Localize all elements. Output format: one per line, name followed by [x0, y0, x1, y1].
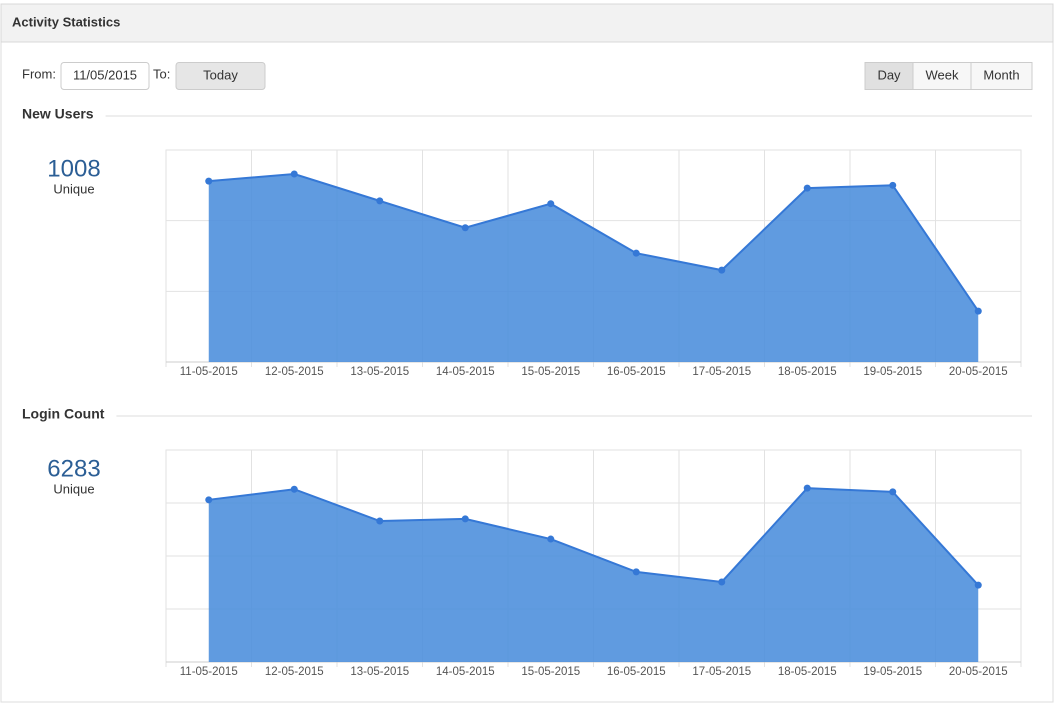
period-label[interactable]: Month — [983, 67, 1019, 82]
panel-header — [0, 3, 1054, 43]
x-tick-label: 12-05-2015 — [265, 666, 324, 678]
line — [208, 487, 979, 586]
area — [208, 174, 979, 362]
point — [205, 177, 213, 185]
point — [718, 266, 726, 274]
section-title: New Users — [22, 106, 94, 122]
point — [290, 170, 298, 178]
point — [889, 181, 897, 189]
point — [376, 517, 384, 525]
today-button[interactable] — [175, 62, 266, 90]
section-title: Login Count — [22, 406, 105, 422]
point — [290, 485, 298, 493]
period-label[interactable]: Week — [926, 67, 959, 82]
total-label: Unique — [53, 181, 94, 196]
x-tick-label: 13-05-2015 — [350, 366, 409, 378]
x-tick-label: 11-05-2015 — [180, 366, 238, 378]
from-date[interactable]: 11/05/2015 — [73, 67, 137, 82]
point — [632, 568, 640, 576]
x-tick-label: 17-05-2015 — [692, 366, 751, 378]
x-tick-label: 16-05-2015 — [607, 666, 666, 678]
point — [974, 581, 982, 589]
x-tick-label: 16-05-2015 — [607, 366, 666, 378]
point — [889, 488, 897, 496]
x-tick-label: 18-05-2015 — [778, 366, 837, 378]
point — [205, 496, 213, 504]
point — [974, 307, 982, 315]
line — [208, 173, 980, 312]
total-value: 1008 — [47, 155, 100, 182]
x-tick-label: 14-05-2015 — [436, 666, 495, 678]
x-tick-label: 15-05-2015 — [521, 666, 580, 678]
x-tick-label: 20-05-2015 — [949, 366, 1008, 378]
x-tick-label: 19-05-2015 — [863, 666, 922, 678]
panel-title: Activity Statistics — [12, 14, 120, 29]
point — [632, 249, 640, 257]
x-tick-label: 13-05-2015 — [350, 666, 409, 678]
point — [376, 197, 384, 205]
total-label: Unique — [53, 481, 94, 496]
from-date-input[interactable] — [60, 62, 150, 90]
point — [461, 515, 469, 523]
point — [803, 484, 811, 492]
from-label: From: — [22, 66, 56, 81]
x-tick-label: 19-05-2015 — [863, 366, 922, 378]
x-tick-label: 18-05-2015 — [778, 666, 837, 678]
x-tick-label: 14-05-2015 — [436, 366, 495, 378]
x-tick-label: 12-05-2015 — [265, 366, 324, 378]
point — [803, 184, 811, 192]
x-tick-label: 17-05-2015 — [692, 666, 751, 678]
area — [208, 488, 979, 662]
x-tick-label: 15-05-2015 — [521, 366, 580, 378]
point — [547, 200, 555, 208]
x-tick-label: 20-05-2015 — [949, 666, 1008, 678]
x-tick-label: 11-05-2015 — [180, 666, 238, 678]
point — [547, 535, 555, 543]
to-label: To: — [153, 66, 170, 81]
point — [461, 224, 469, 232]
period-button[interactable] — [970, 62, 1033, 90]
today-label[interactable]: Today — [203, 67, 238, 82]
total-value: 6283 — [47, 455, 100, 482]
period-label[interactable]: Day — [877, 67, 901, 82]
point — [718, 578, 726, 586]
